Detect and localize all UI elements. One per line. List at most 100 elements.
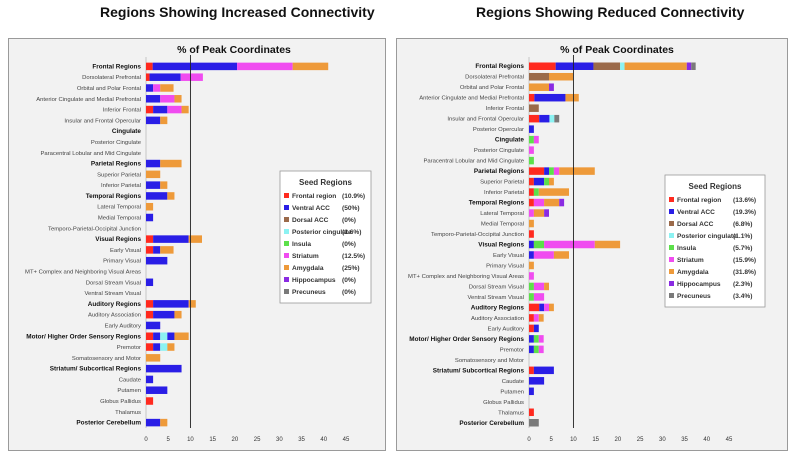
row-label-mt-complex-and-neighboring-visual-areas: MT+ Complex and Neighboring Visual Areas [25, 269, 141, 275]
bar-segment-early-visual-0 [146, 246, 154, 254]
row-label-anterior-cingulate-and-medial-prefrontal: Anterior Cingulate and Medial Prefrontal [419, 96, 524, 102]
bar-segment-insular-and-frontal-opercular-2 [549, 114, 555, 123]
legend-label-posterior-cingulate: Posterior cingulate [292, 229, 352, 236]
bar-segment-motor-higher-order-sensory-regions-4 [174, 332, 189, 340]
x-tick-15: 15 [209, 437, 216, 443]
bar-segment-orbital-and-polar-frontal-1 [549, 83, 554, 91]
bar-segment-auditory-association-1 [533, 314, 539, 322]
bar-segment-inferior-parietal-1 [533, 188, 539, 196]
row-label-early-auditory: Early Auditory [488, 326, 524, 332]
bar-segment-lateral-temporal-2 [544, 209, 549, 217]
row-label-globus-pallidus: Globus Pallidus [100, 399, 141, 405]
bar-segment-superior-parietal-2 [544, 177, 549, 186]
bar-segment-anterior-cingulate-and-medial-prefrontal-1 [534, 93, 566, 102]
bar-segment-superior-parietal-1 [533, 177, 545, 186]
bar-segment-parietal-regions-0 [529, 167, 545, 175]
row-label-medial-temporal: Medial Temporal [98, 216, 141, 222]
chart-axis-title: % of Peak Coordinates [177, 44, 291, 56]
legend-value-precuneus: (0%) [342, 289, 356, 296]
row-label-temporo-parietal-occipital-junction: Temporo-Parietal-Occipital Junction [48, 226, 141, 232]
row-label-putamen: Putamen [500, 389, 524, 395]
x-tick-25: 25 [637, 437, 644, 443]
x-tick-30: 30 [276, 437, 283, 443]
legend-label-precuneus: Precuneus [292, 289, 326, 296]
bar-segment-cingulate-0 [529, 135, 534, 144]
increased-connectivity-chart: % of Peak Coordinates Frontal Regions Dors… [25, 44, 372, 443]
bar-segment-medial-temporal-0 [529, 219, 534, 228]
bar-segment-premotor-0 [146, 343, 154, 351]
row-label-dorsolateral-prefrontal: Dorsolateral Prefrontal [82, 75, 141, 81]
bar-segment-motor-higher-order-sensory-regions-0 [529, 335, 534, 343]
bar-segment-temporal-regions-0 [529, 198, 534, 207]
legend-label-ventral-acc: Ventral ACC [677, 209, 715, 216]
bar-segment-frontal-regions-3 [292, 62, 329, 71]
legend-value-striatum: (15.9%) [733, 257, 756, 264]
bar-segment-motor-higher-order-sensory-regions-0 [146, 332, 154, 340]
x-tick-5: 5 [167, 437, 171, 443]
bar-segment-dorsolateral-prefrontal-0 [529, 72, 549, 81]
legend-swatch-striatum [669, 257, 674, 262]
row-label-motor-higher-order-sensory-regions: Motor/ Higher Order Sensory Regions [409, 336, 524, 343]
x-tick-0: 0 [527, 437, 531, 443]
bar-segment-insular-and-frontal-opercular-0 [529, 114, 540, 123]
bar-segment-premotor-1 [533, 345, 539, 354]
bar-segment-visual-regions-2 [188, 235, 202, 243]
bar-segment-temporal-regions-3 [559, 198, 565, 207]
reduced-connectivity-chart: % of Peak Coordinates Frontal Regions Dors… [408, 44, 766, 443]
x-tick-10: 10 [570, 437, 577, 443]
legend-swatch-ventral-acc [669, 209, 674, 214]
legend-swatch-insula [284, 241, 289, 246]
legend-title: Seed Regions [299, 178, 352, 187]
bar-segment-inferior-frontal-0 [146, 105, 154, 114]
x-tick-25: 25 [254, 437, 261, 443]
x-tick-0: 0 [144, 437, 148, 443]
bar-segment-superior-parietal-3 [549, 177, 554, 186]
bar-segment-parietal-regions-1 [544, 167, 549, 175]
bar-segment-auditory-regions-0 [146, 300, 154, 308]
chart-axis-title: % of Peak Coordinates [560, 44, 674, 56]
legend-label-hippocampus: Hippocampus [677, 281, 721, 288]
row-label-posterior-cingulate: Posterior Cingulate [474, 148, 525, 154]
bar-segment-anterior-cingulate-and-medial-prefrontal-2 [565, 93, 579, 102]
x-tick-15: 15 [592, 437, 599, 443]
bar-segment-temporal-regions-1 [533, 198, 545, 207]
row-label-lateral-temporal: Lateral Temporal [97, 205, 141, 211]
legend-swatch-amygdala [284, 265, 289, 270]
row-label-mt-complex-and-neighboring-visual-areas: MT+ Complex and Neighboring Visual Areas [408, 274, 524, 280]
row-label-ventral-stream-visual: Ventral Stream Visual [84, 291, 141, 297]
left-chart-title: Regions Showing Increased Connectivity [100, 4, 375, 20]
legend-value-frontal-region: (13.6%) [733, 197, 756, 204]
bar-segment-dorsolateral-prefrontal-1 [549, 72, 574, 81]
bar-segment-parietal-regions-4 [559, 167, 595, 175]
row-label-temporal-regions: Temporal Regions [86, 193, 142, 200]
bar-segment-early-visual-2 [160, 246, 174, 254]
row-label-thalamus: Thalamus [115, 410, 141, 416]
row-label-superior-parietal: Superior Parietal [97, 172, 141, 178]
legend-swatch-striatum [284, 253, 289, 258]
bar-segment-lateral-temporal-0 [146, 202, 154, 211]
bar-segment-posterior-cerebellum-1 [160, 418, 168, 427]
legend-label-dorsal-acc: Dorsal ACC [677, 221, 714, 228]
x-tick-30: 30 [659, 437, 666, 443]
x-tick-40: 40 [320, 437, 327, 443]
bar-segment-parietal-regions-1 [160, 159, 182, 168]
bar-segment-frontal-regions-6 [691, 62, 696, 70]
row-label-primary-visual: Primary Visual [486, 263, 524, 269]
bar-segment-temporo-parietal-occipital-junction-0 [529, 230, 534, 238]
legend-swatch-precuneus [669, 293, 674, 298]
row-label-putamen: Putamen [117, 388, 141, 394]
bar-segment-premotor-2 [538, 345, 544, 354]
bar-segment-auditory-association-0 [146, 310, 154, 319]
bar-segment-premotor-1 [153, 343, 161, 351]
bar-segment-dorsolateral-prefrontal-2 [180, 73, 203, 81]
bar-segment-ventral-stream-visual-0 [529, 293, 534, 301]
legend-value-striatum: (12.5%) [342, 253, 365, 260]
bar-segment-inferior-frontal-0 [529, 104, 539, 112]
legend-swatch-hippocampus [284, 277, 289, 282]
bar-segment-frontal-regions-3 [620, 62, 625, 70]
bar-segment-visual-regions-0 [146, 235, 154, 243]
bar-segment-anterior-cingulate-and-medial-prefrontal-2 [174, 95, 182, 103]
bar-segment-thalamus-0 [529, 408, 534, 417]
bar-segment-posterior-cingulate-0 [529, 146, 534, 154]
row-label-inferior-frontal: Inferior Frontal [103, 108, 141, 114]
